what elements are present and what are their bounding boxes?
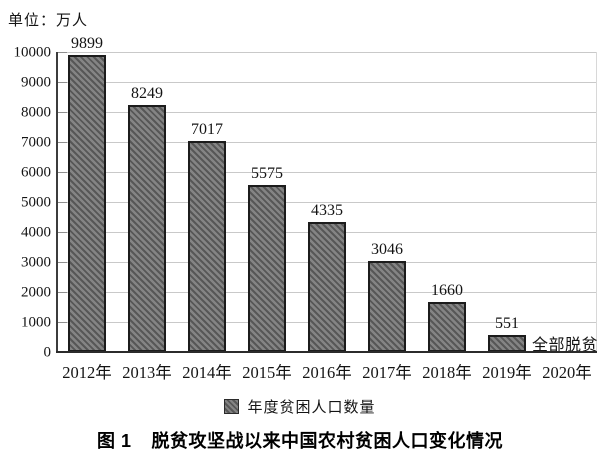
bar: [188, 141, 226, 352]
x-tick-label: 2017年: [362, 363, 412, 382]
annotation-label: 全部脱贫: [531, 337, 599, 354]
plot-right-border: [596, 52, 597, 352]
x-axis-line: [56, 351, 597, 353]
bar-value-label: 5575: [251, 164, 283, 182]
y-axis-tick: [57, 142, 67, 143]
x-tick-label: 2016年: [302, 363, 352, 382]
y-tick-label: 4000: [21, 224, 51, 240]
y-axis-tick: [57, 202, 67, 203]
y-axis-tick: [57, 172, 67, 173]
legend-hatch-swatch-icon: [224, 399, 240, 414]
y-axis-tick: [57, 292, 67, 293]
x-tick-label: 2020年: [542, 363, 592, 382]
x-tick-label: 2018年: [422, 363, 472, 382]
bar: [68, 55, 106, 352]
figure-caption-prefix: 图 1: [96, 431, 132, 451]
y-tick-label: 5000: [21, 194, 51, 210]
bar: [428, 302, 466, 352]
y-axis-tick: [57, 112, 67, 113]
y-tick-label: 1000: [21, 314, 51, 330]
bar: [308, 221, 346, 352]
chart-legend: 年度贫困人口数量: [0, 396, 600, 417]
bar-value-label: 7017: [191, 121, 223, 139]
figure-caption-text: 脱贫攻坚战以来中国农村贫困人口变化情况: [151, 431, 503, 451]
gridline: [57, 172, 597, 173]
x-tick-label: 2014年: [182, 363, 232, 382]
figure-caption: 图 1 脱贫攻坚战以来中国农村贫困人口变化情况: [0, 427, 600, 453]
y-axis-tick: [57, 262, 67, 263]
bar-value-label: 3046: [371, 240, 403, 258]
bar: [368, 260, 406, 352]
unit-label: 单位：万人: [8, 13, 89, 29]
y-axis-tick: [57, 322, 67, 323]
y-tick-label: 9000: [21, 74, 51, 90]
y-tick-label: 3000: [21, 254, 51, 270]
bar: [248, 184, 286, 352]
y-axis-tick: [57, 52, 67, 53]
bar-value-label: 9899: [71, 35, 103, 53]
gridline: [57, 142, 597, 143]
y-tick-label: 2000: [21, 284, 51, 300]
legend-label: 年度贫困人口数量: [247, 400, 376, 416]
y-axis-tick: [57, 232, 67, 233]
bar-value-label: 551: [495, 315, 519, 333]
x-tick-label: 2013年: [122, 363, 172, 382]
x-tick-label: 2012年: [62, 363, 112, 382]
gridline: [57, 112, 597, 113]
gridline: [57, 52, 597, 53]
bar-value-label: 1660: [431, 282, 463, 300]
x-tick-label: 2015年: [242, 363, 292, 382]
gridline: [57, 82, 597, 83]
bar: [488, 335, 526, 352]
bar-value-label: 4335: [311, 201, 343, 219]
y-tick-label: 8000: [21, 104, 51, 120]
bar-value-label: 8249: [131, 84, 163, 102]
y-tick-label: 0: [43, 344, 52, 360]
x-tick-label: 2019年: [482, 363, 532, 382]
gridline: [57, 202, 597, 203]
y-tick-label: 10000: [13, 44, 52, 60]
y-axis-tick: [57, 82, 67, 83]
y-tick-label: 6000: [21, 164, 51, 180]
y-axis-line: [56, 52, 58, 352]
y-tick-label: 7000: [21, 134, 51, 150]
bar: [128, 104, 166, 352]
